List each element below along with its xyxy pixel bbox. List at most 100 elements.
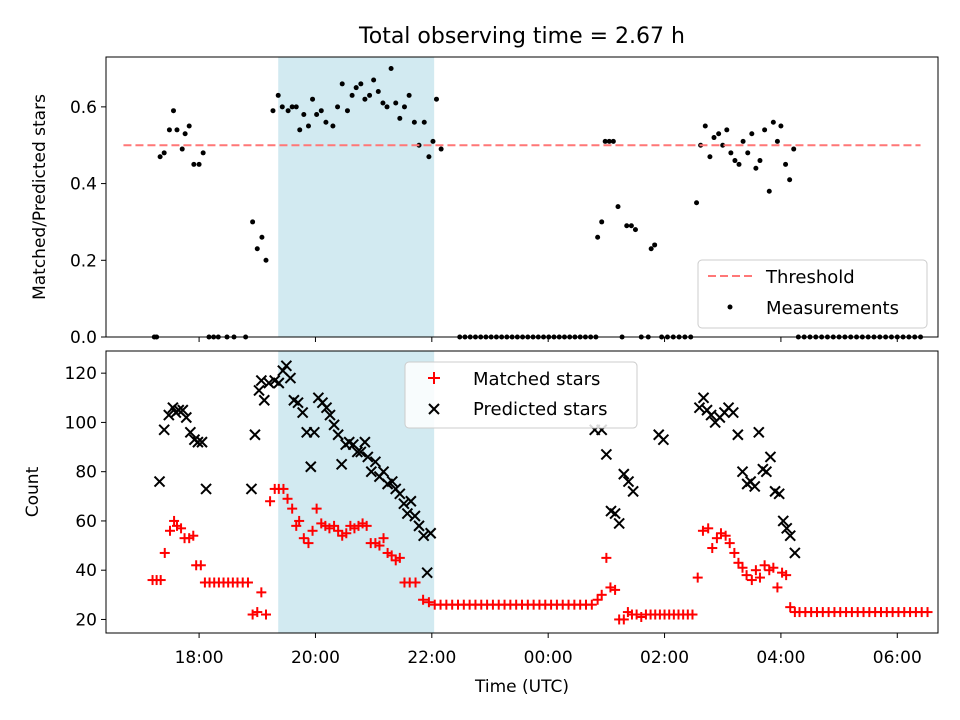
measurement-point — [762, 127, 768, 133]
matched-star-point — [278, 483, 289, 494]
measurement-point — [318, 108, 324, 114]
matched-star-point — [374, 540, 385, 551]
measurement-point — [174, 127, 180, 133]
measurement-point — [778, 123, 784, 129]
measurement-point — [310, 96, 316, 102]
predicted-star-point — [355, 446, 367, 458]
matched-star-point — [687, 609, 698, 620]
measurement-point — [254, 246, 260, 252]
predicted-star-point — [305, 461, 317, 473]
legend-predicted-swatch — [428, 403, 440, 415]
matched-star-point — [256, 587, 267, 598]
predicted-star-point — [324, 409, 336, 421]
measurement-point — [749, 131, 755, 137]
measurement-point — [166, 127, 172, 133]
x-axis-ticks: 18:00 20:00 22:00 00:00 02:00 04:00 06:00 — [175, 633, 922, 668]
predicted-star-point — [377, 465, 390, 478]
measurement-point — [330, 123, 336, 129]
measurement-point — [791, 146, 797, 152]
predicted-star-point — [613, 517, 625, 530]
predicted-star-point — [693, 401, 706, 414]
measurement-point — [624, 223, 630, 229]
matched-star-point — [165, 525, 175, 536]
predicted-star-point — [249, 429, 261, 441]
measurement-point — [728, 150, 734, 156]
measurement-point — [353, 85, 359, 91]
matched-star-point — [750, 565, 761, 576]
legend-predicted-label: Predicted stars — [473, 399, 607, 420]
matched-star-point — [610, 584, 621, 595]
predicted-star-point — [760, 465, 773, 478]
measurement-point — [388, 66, 394, 72]
matched-star-point — [311, 503, 322, 514]
matched-star-point — [242, 577, 253, 588]
measurement-point — [406, 92, 412, 98]
predicted-stars-points — [153, 360, 801, 579]
measurement-point — [259, 234, 265, 240]
legend-measurement-swatch — [727, 304, 733, 310]
predicted-star-point — [177, 404, 189, 416]
measurement-point — [745, 150, 751, 156]
x-tick-label: 20:00 — [291, 648, 340, 668]
matched-star-point — [768, 562, 779, 573]
measurement-point — [289, 104, 295, 110]
predicted-star-point — [777, 515, 789, 527]
measurement-point — [401, 104, 407, 110]
predicted-star-point — [200, 483, 212, 495]
matched-star-point — [361, 520, 372, 531]
predicted-star-point — [424, 527, 437, 539]
measurement-point — [736, 161, 742, 167]
y-tick-label: 20 — [75, 610, 97, 630]
predicted-star-point — [749, 480, 761, 493]
measurement-point — [724, 127, 730, 133]
matched-star-point — [298, 533, 309, 544]
legend-box — [697, 259, 928, 329]
plot-frame — [105, 56, 939, 338]
measurement-point — [716, 131, 722, 137]
measurement-point — [285, 108, 291, 114]
matched-stars-points — [147, 483, 933, 625]
measurement-point — [720, 142, 726, 148]
matched-star-point — [781, 570, 792, 581]
y-tick-label: 40 — [75, 561, 97, 581]
predicted-star-point — [657, 433, 670, 446]
predicted-star-point — [784, 530, 796, 542]
measurement-point — [628, 223, 634, 229]
matched-star-point — [737, 562, 748, 573]
matched-star-point — [294, 515, 305, 526]
y-tick-label: 0.2 — [70, 251, 97, 271]
matched-star-point — [287, 503, 298, 514]
predicted-star-point — [253, 384, 265, 397]
measurement-point — [182, 131, 188, 137]
x-tick-label: 22:00 — [407, 648, 456, 668]
legend-matched-label: Matched stars — [473, 369, 600, 390]
measurement-point — [314, 112, 320, 118]
predicted-star-point — [320, 401, 333, 414]
predicted-star-point — [308, 426, 320, 438]
measurement-point — [339, 81, 345, 87]
matched-star-point — [703, 523, 714, 534]
predicted-star-point — [184, 426, 197, 438]
legend-threshold-label: Threshold — [765, 267, 855, 288]
predicted-star-point — [386, 475, 398, 488]
x-tick-label: 04:00 — [756, 648, 805, 668]
measurement-point — [711, 135, 717, 141]
measurement-point — [305, 123, 311, 129]
measurement-point — [421, 119, 427, 125]
y-axis-label: Count — [23, 466, 43, 517]
predicted-star-point — [362, 451, 374, 463]
predicted-star-point — [736, 465, 749, 478]
measurement-point — [393, 100, 399, 106]
measurement-point — [702, 123, 708, 129]
predicted-star-point — [394, 488, 406, 500]
measurement-point — [757, 158, 763, 164]
measurement-point — [610, 138, 616, 144]
predicted-star-point — [158, 424, 170, 436]
matched-star-point — [341, 528, 352, 539]
measurement-point — [362, 96, 368, 102]
matched-star-point — [618, 614, 629, 625]
ratio-panel: 0.0 0.2 0.4 0.6 Total observing time = 2.67… — [30, 24, 939, 348]
predicted-star-point — [705, 409, 717, 421]
measurement-point — [371, 77, 377, 83]
